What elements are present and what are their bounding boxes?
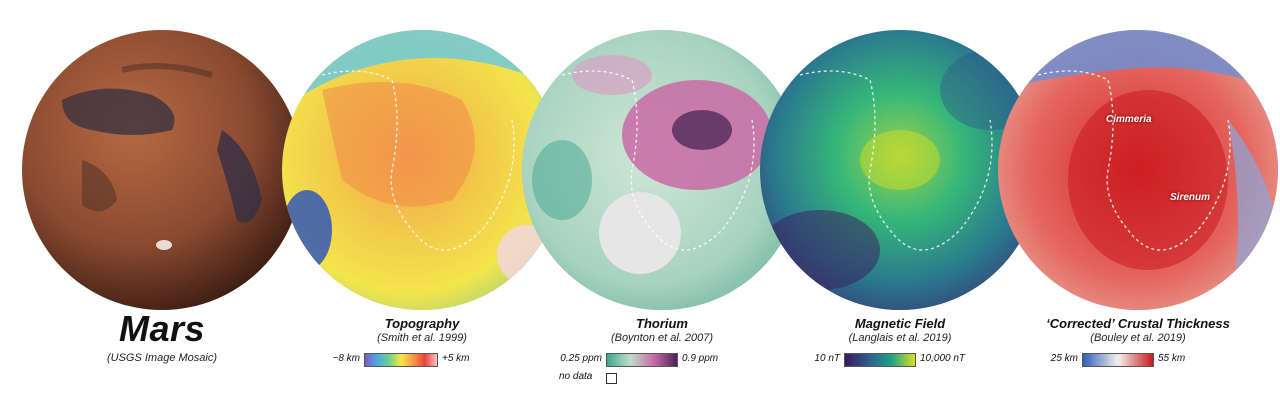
magnetic-colorbar — [844, 353, 916, 367]
magnetic-title: Magnetic Field — [854, 316, 946, 331]
topography-globe-image — [282, 30, 562, 310]
crustal-legend-high: 55 km — [1158, 353, 1186, 364]
mars-source: (USGS Image Mosaic) — [106, 352, 218, 364]
crustal-legend-low: 25 km — [1050, 353, 1078, 364]
topography-legend: −8 km +5 km — [282, 352, 562, 368]
magnetic-globe-image — [760, 30, 1040, 310]
thorium-colorbar — [606, 353, 678, 367]
crustal-title: ‘Corrected’ Crustal Thickness — [1046, 316, 1230, 331]
crustal-source: (Bouley et al. 2019) — [1090, 332, 1186, 344]
panel-mars: Mars (USGS Image Mosaic) — [22, 30, 302, 402]
panel-crustal-thickness: Cimmeria Sirenum ‘Corrected’ Crustal Thi… — [998, 30, 1278, 402]
thorium-nodata-swatch — [606, 373, 617, 384]
magnetic-legend-high: 10,000 nT — [920, 353, 966, 364]
panel-magnetic-field: Magnetic Field (Langlais et al. 2019) 10… — [760, 30, 1040, 402]
mars-title: Mars — [118, 308, 206, 349]
magnetic-legend-low: 10 nT — [814, 353, 840, 364]
thorium-legend-high: 0.9 ppm — [682, 353, 719, 364]
crustal-legend: 25 km 55 km — [998, 352, 1278, 368]
topography-legend-high: +5 km — [442, 353, 470, 364]
magnetic-legend: 10 nT 10,000 nT — [760, 352, 1040, 368]
crustal-globe-image: Cimmeria Sirenum — [998, 30, 1278, 310]
topography-colorbar — [364, 353, 438, 367]
topography-legend-low: −8 km — [332, 353, 360, 364]
region-label-cimmeria: Cimmeria — [1106, 114, 1152, 125]
panel-thorium: Thorium (Boynton et al. 2007) 0.25 ppm 0… — [522, 30, 802, 402]
thorium-legend-low: 0.25 ppm — [560, 353, 602, 364]
thorium-source: (Boynton et al. 2007) — [610, 332, 714, 344]
thorium-globe-image — [522, 30, 802, 310]
magnetic-source: (Langlais et al. 2019) — [848, 332, 952, 344]
panel-topography: Topography (Smith et al. 1999) −8 km +5 … — [282, 30, 562, 402]
topography-source: (Smith et al. 1999) — [377, 332, 467, 344]
thorium-legend: 0.25 ppm 0.9 ppm — [522, 352, 802, 368]
topography-title: Topography — [384, 316, 460, 331]
thorium-title: Thorium — [636, 316, 688, 331]
region-label-sirenum: Sirenum — [1170, 192, 1211, 203]
crustal-colorbar — [1082, 353, 1154, 367]
mars-globe-image — [22, 30, 302, 310]
thorium-nodata-label: no data — [559, 371, 593, 382]
